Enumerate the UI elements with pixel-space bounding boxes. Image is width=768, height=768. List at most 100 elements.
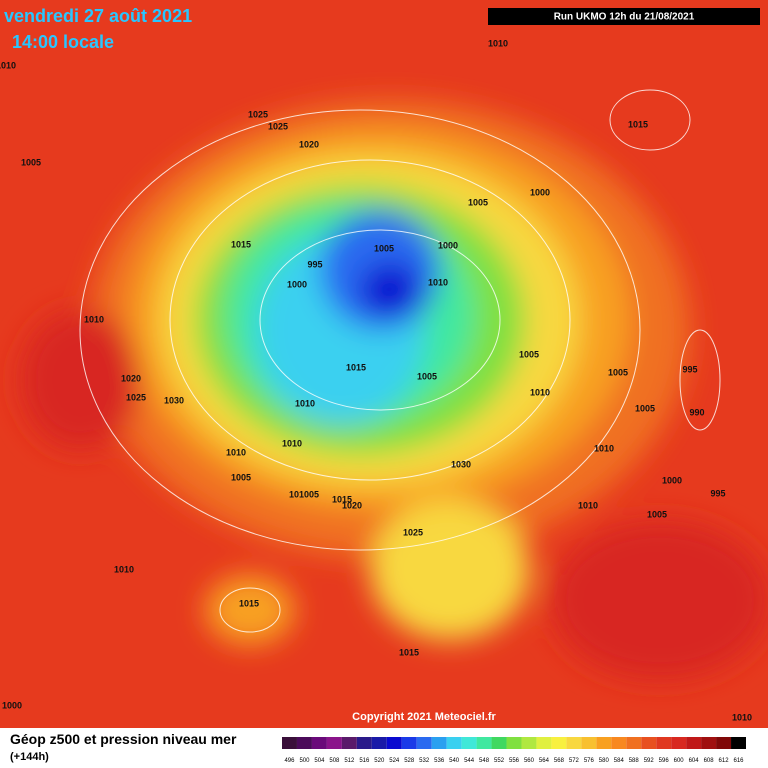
run-info: Run UKMO 12h du 21/08/2021 (554, 12, 695, 23)
scale-label: 568 (554, 758, 565, 764)
scale-swatch (656, 737, 672, 749)
scale-label: 556 (509, 758, 520, 764)
scale-swatch (311, 737, 327, 749)
scale-label: 548 (479, 758, 490, 764)
scale-swatch (551, 737, 567, 749)
isobar-label: 1010 (282, 438, 302, 448)
scale-label: 580 (599, 758, 610, 764)
scale-swatch (296, 737, 312, 749)
isobar-label: 990 (689, 407, 704, 417)
scale-swatch (536, 737, 552, 749)
isobar-label: 995 (682, 364, 697, 374)
scale-label: 596 (659, 758, 670, 764)
scale-swatch (611, 737, 627, 749)
scale-label: 512 (344, 758, 355, 764)
scale-swatch (566, 737, 582, 749)
isobars (79, 89, 721, 633)
isobar-label: 1000 (2, 700, 22, 710)
scale-label: 508 (329, 758, 340, 764)
scale-label: 540 (449, 758, 460, 764)
isobar-label: 1000 (287, 279, 307, 289)
isobar-label: 101005 (289, 489, 319, 499)
run-box (488, 8, 760, 25)
scale-label: 604 (689, 758, 700, 764)
scale-label: 552 (494, 758, 505, 764)
isobar-label: 1010 (594, 443, 614, 453)
time: 14:00 locale (12, 32, 114, 52)
scale-label: 528 (404, 758, 415, 764)
isobar-label: 1020 (121, 373, 141, 383)
scale-swatch (686, 737, 702, 749)
color-scale: 496 500 504 508 512 516 520 524 528 532 536 540 544 5… (282, 737, 746, 764)
scale-swatch (416, 737, 432, 749)
scale-label: 608 (704, 758, 715, 764)
scale-label: 496 (284, 758, 295, 764)
lead-time: (+144h) (10, 751, 49, 763)
scale-label: 600 (674, 758, 685, 764)
scale-swatch (341, 737, 357, 749)
scale-label: 612 (719, 758, 730, 764)
isobar-label: 1000 (530, 187, 550, 197)
scale-label: 588 (629, 758, 640, 764)
isobar-label: 1000 (438, 240, 458, 250)
scale-label: 524 (389, 758, 400, 764)
scale-swatch (461, 737, 477, 749)
scale-swatch (476, 737, 492, 749)
scale-swatch (371, 737, 387, 749)
scale-swatch (491, 737, 507, 749)
isobar-label: 1005 (519, 349, 539, 359)
scale-swatch (596, 737, 612, 749)
scale-label: 516 (359, 758, 370, 764)
isobar-label: 1010 (530, 387, 550, 397)
scale-swatch (581, 737, 597, 749)
isobar-label: 1010 (488, 38, 508, 48)
isobar-label: 1005 (417, 371, 437, 381)
isobar-label: 1010 (84, 314, 104, 324)
isobar-label: 1010 (114, 564, 134, 574)
isobar-label: 1030 (451, 459, 471, 469)
date: vendredi 27 août 2021 (4, 6, 192, 26)
scale-label: 532 (419, 758, 430, 764)
scale-label: 560 (524, 758, 535, 764)
scale-swatch (386, 737, 402, 749)
scale-label: 536 (434, 758, 445, 764)
scale-swatch (431, 737, 447, 749)
scale-swatch (446, 737, 462, 749)
scale-swatch (282, 737, 297, 749)
scale-label: 576 (584, 758, 595, 764)
legend-title: Géop z500 et pression niveau mer (10, 731, 237, 747)
scale-label: 564 (539, 758, 550, 764)
isobar-label: 1020 (299, 139, 319, 149)
scale-swatch (401, 737, 417, 749)
scale-swatch (521, 737, 537, 749)
isobar-label: 1015 (231, 239, 251, 249)
isobar-label: 1010 (295, 398, 315, 408)
scale-swatch (731, 737, 746, 749)
isobar-label: 1005 (21, 157, 41, 167)
isobar-label: 1015 (628, 119, 648, 129)
isobar-label: 1025 (268, 121, 288, 131)
isobar-label: 1005 (468, 197, 488, 207)
isobar-label: 1010 (428, 277, 448, 287)
isobar-label: 1015 (332, 494, 352, 504)
scale-swatch (356, 737, 372, 749)
isobar-labels: 1010101010251025101510201005100010051015… (0, 38, 752, 722)
scale-label: 592 (644, 758, 655, 764)
scale-label: 520 (374, 758, 385, 764)
scale-label: 584 (614, 758, 625, 764)
height-field (20, 100, 768, 680)
isobar-label: 1025 (248, 109, 268, 119)
scale-label: 572 (569, 758, 580, 764)
isobar-label: 1015 (399, 647, 419, 657)
scale-swatch (671, 737, 687, 749)
isobar-label: 1010 (0, 60, 16, 70)
scale-swatch (701, 737, 717, 749)
scale-swatch (716, 737, 732, 749)
isobar-label: 995 (710, 488, 725, 498)
isobar-label: 1005 (374, 243, 394, 253)
isobar-label: 1005 (635, 403, 655, 413)
scale-swatch (641, 737, 657, 749)
isobar-label: 1025 (126, 392, 146, 402)
isobar-label: 1005 (231, 472, 251, 482)
